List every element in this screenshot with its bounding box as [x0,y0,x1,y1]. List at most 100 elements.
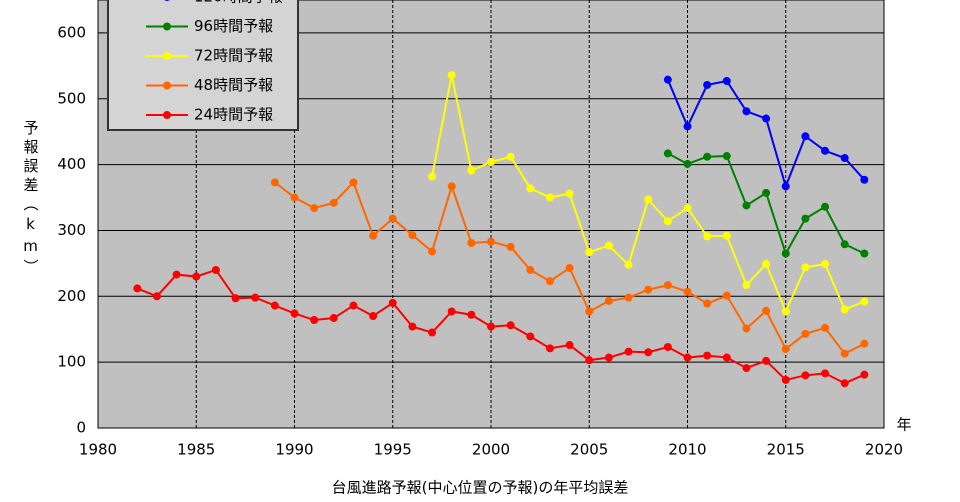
data-point [703,80,712,89]
y-tick-label: 0 [76,419,86,437]
data-point [742,364,751,373]
data-point [840,379,849,388]
data-point [172,270,181,279]
data-point [860,297,869,306]
data-point [722,76,731,85]
data-point [428,247,437,256]
data-point [840,305,849,314]
data-point [565,341,574,350]
data-point [545,277,554,286]
data-point [762,260,771,269]
data-point [565,263,574,272]
data-point [447,182,456,191]
data-point [624,293,633,302]
data-point [408,322,417,331]
data-point [467,166,476,175]
data-point [683,122,692,131]
data-point [644,348,653,357]
data-point [722,231,731,240]
data-point [447,71,456,80]
data-point [545,193,554,202]
y-tick-label: 300 [57,221,86,239]
data-point [467,238,476,247]
data-point [428,328,437,337]
data-point [742,281,751,290]
y-axis-label: 予報誤差（km） [22,120,40,278]
data-point [152,292,161,301]
data-point [447,307,456,316]
data-point [624,260,633,269]
legend-box [107,0,299,131]
data-point [722,291,731,300]
data-point [781,182,790,191]
data-point [703,299,712,308]
legend-label: 24時間予報 [194,106,273,124]
data-point [663,343,672,352]
data-point [526,265,535,274]
data-point [683,204,692,213]
data-point [860,339,869,348]
data-point [781,249,790,258]
data-point [604,353,613,362]
data-point [211,265,220,274]
data-point [663,281,672,290]
data-point [526,332,535,341]
data-point [683,159,692,168]
data-point [545,344,554,353]
data-point [487,322,495,331]
data-point [270,301,279,310]
y-tick-label: 100 [57,353,86,371]
data-point [585,248,594,257]
data-point [624,347,633,356]
data-point [290,193,299,202]
x-tick-label: 1995 [374,441,412,459]
data-point [428,172,437,181]
chart-title: 台風進路予報(中心位置の予報)の年平均誤差 [332,479,629,497]
data-point [703,232,712,241]
data-point [270,178,279,187]
plot-border [97,0,885,429]
data-point [840,240,849,249]
legend-marker [163,22,171,31]
x-tick-label: 2010 [668,441,706,459]
data-point [821,146,830,155]
data-point [762,356,771,365]
y-tick-label: 500 [57,89,86,107]
data-point [526,184,535,193]
data-point [683,287,692,296]
data-point [231,294,240,303]
data-point [683,353,692,362]
x-tick-label: 2000 [472,441,510,459]
legend-marker [164,0,170,1]
data-point [506,242,515,251]
data-point [762,114,771,123]
legend-marker [163,81,171,90]
y-tick-label: 400 [57,155,86,173]
data-point [565,189,574,198]
data-point [722,152,731,161]
data-point [192,272,201,281]
data-point [487,157,495,166]
data-point [703,351,712,360]
data-point [408,231,417,240]
legend-label: 120時間予報 [194,0,283,6]
data-point [644,285,653,294]
data-point [722,353,731,362]
y-tick-label: 200 [57,287,86,305]
data-point [801,263,810,272]
data-point [310,316,319,325]
data-point [781,375,790,384]
data-point [349,178,358,187]
x-tick-label: 1985 [177,441,215,459]
x-tick-label: 1980 [79,441,117,459]
data-point [860,249,869,258]
data-point [290,309,299,318]
data-point [821,260,830,269]
data-point [703,152,712,161]
x-axis-unit: 年 [896,416,911,434]
data-point [585,307,594,316]
data-point [133,284,142,293]
data-point [310,204,319,213]
data-point [369,312,378,321]
